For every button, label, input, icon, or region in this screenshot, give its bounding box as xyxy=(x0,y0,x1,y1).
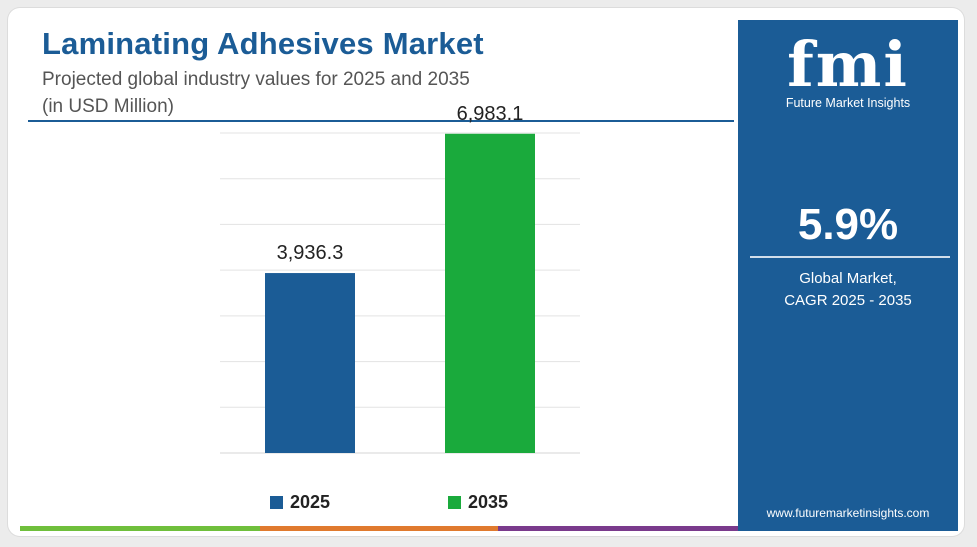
logo-mark: fmi xyxy=(787,28,909,101)
panel-divider xyxy=(750,256,950,258)
page-title: Laminating Adhesives Market xyxy=(42,26,484,61)
bottom-bar-segment-orange xyxy=(260,526,498,531)
legend-label-2035: 2035 xyxy=(468,492,509,512)
cagr-label-line-2: CAGR 2025 - 2035 xyxy=(784,292,912,309)
bar-chart: 3,936.3 6,983.1 xyxy=(220,103,580,454)
page-subtitle: Projected global industry values for 202… xyxy=(42,66,470,120)
cagr-value: 5.9% xyxy=(797,200,899,249)
chart-legend: 2025 2035 xyxy=(8,492,738,516)
bar-2035 xyxy=(445,133,535,453)
legend-item-2025: 2025 xyxy=(270,492,330,513)
bar-2025 xyxy=(265,273,355,453)
data-label-2025: 3,936.3 xyxy=(277,242,344,264)
cagr-label-line-1: Global Market, xyxy=(799,270,897,287)
legend-item-2035: 2035 xyxy=(448,492,508,513)
subtitle-line-2: (in USD Million) xyxy=(42,96,174,117)
title-divider xyxy=(28,120,734,122)
website-url: www.futuremarketinsights.com xyxy=(766,506,930,520)
bottom-bar-segment-purple xyxy=(498,526,738,531)
data-label-2035: 6,983.1 xyxy=(457,103,524,125)
subtitle-line-1: Projected global industry values for 202… xyxy=(42,69,470,90)
bottom-color-bar xyxy=(20,526,738,531)
fmi-logo: fmi Future Market Insights xyxy=(738,28,958,111)
legend-label-2025: 2025 xyxy=(290,492,331,512)
infographic-card: Laminating Adhesives Market Projected gl… xyxy=(8,8,964,536)
cagr-side-panel: fmi Future Market Insights 5.9% Global M… xyxy=(738,20,958,531)
legend-swatch-2035 xyxy=(448,496,461,509)
bottom-bar-segment-green xyxy=(20,526,260,531)
legend-swatch-2025 xyxy=(270,496,283,509)
cagr-label: Global Market, CAGR 2025 - 2035 xyxy=(738,268,958,312)
logo-subtitle: Future Market Insights xyxy=(785,96,911,110)
